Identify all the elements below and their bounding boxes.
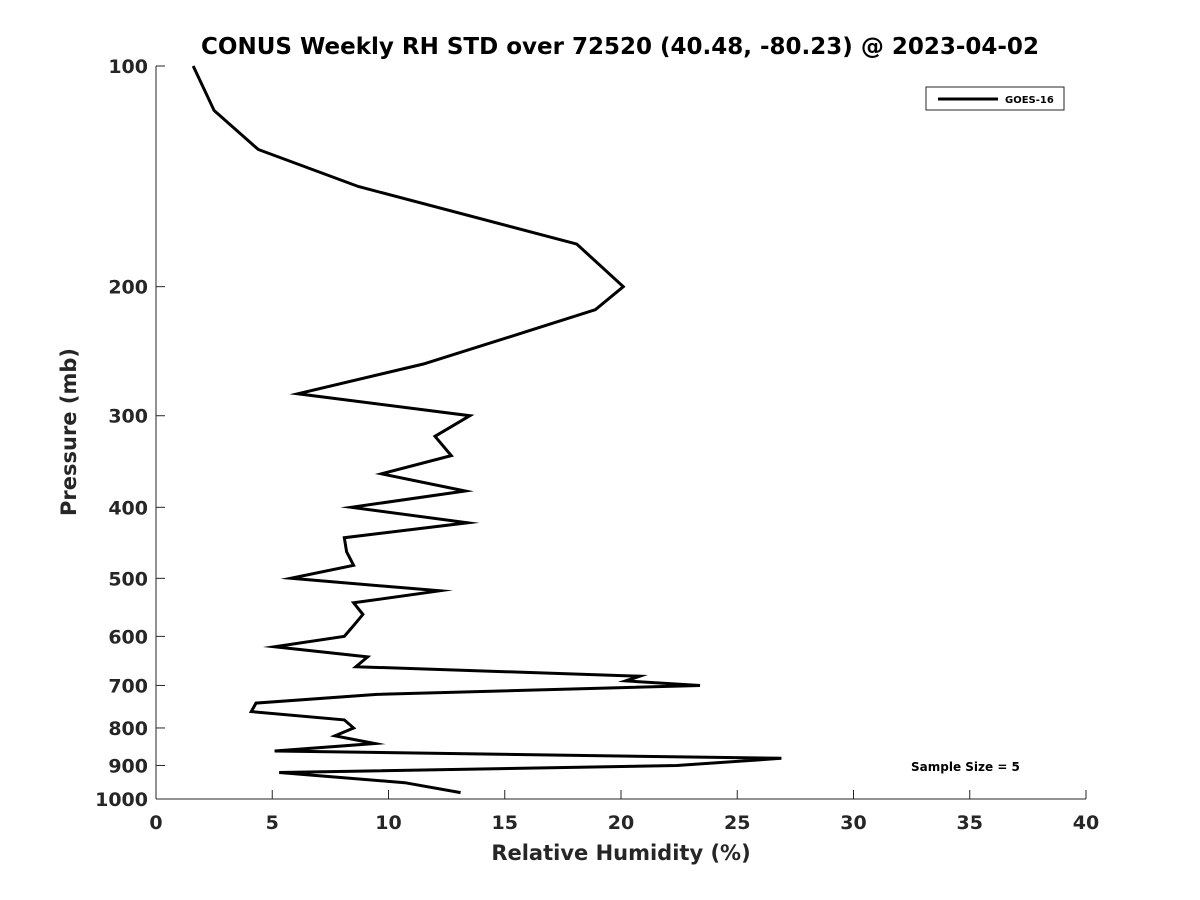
y-tick-label: 400 [108, 497, 148, 519]
x-tick-label: 10 [375, 812, 401, 834]
x-tick-label: 30 [840, 812, 866, 834]
y-axis-label: Pressure (mb) [57, 348, 81, 516]
y-tick-label: 600 [108, 626, 148, 648]
axes: 0 5 10 15 20 25 30 35 40 100 200 300 400 500 600 700 800… [95, 56, 1099, 834]
x-tick-label: 0 [149, 812, 162, 834]
x-axis-label: Relative Humidity (%) [491, 841, 750, 865]
legend: GOES-16 [925, 86, 1065, 111]
y-tick-label: 500 [108, 568, 148, 590]
x-tick-label: 20 [608, 812, 634, 834]
x-tick-label: 25 [724, 812, 750, 834]
y-tick-label: 200 [108, 277, 148, 299]
x-tick-label: 40 [1073, 812, 1099, 834]
x-tick-label: 15 [492, 812, 518, 834]
x-tick-label: 5 [266, 812, 279, 834]
x-tick-label: 35 [957, 812, 983, 834]
series-line-goes-16 [191, 65, 782, 795]
y-tick-label: 300 [108, 406, 148, 428]
y-tick-label: 700 [108, 675, 148, 697]
y-tick-label: 900 [108, 755, 148, 777]
y-tick-label: 1000 [95, 789, 148, 811]
legend-label-goes-16: GOES-16 [1005, 95, 1054, 106]
y-tick-label: 800 [108, 718, 148, 740]
chart-title: CONUS Weekly RH STD over 72520 (40.48, -… [201, 34, 1039, 60]
sample-size-annotation: Sample Size = 5 [911, 760, 1020, 774]
y-tick-label: 100 [108, 56, 148, 78]
series-layer [191, 65, 782, 795]
